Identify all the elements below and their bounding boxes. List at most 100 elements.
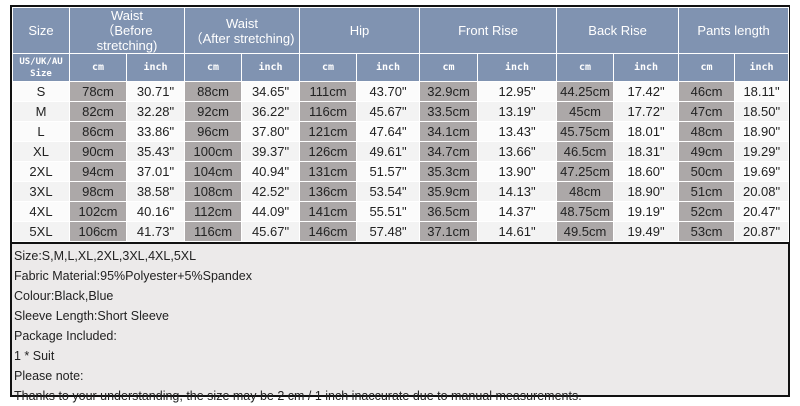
note-line: Size:S,M,L,XL,2XL,3XL,4XL,5XL (14, 249, 197, 263)
inch-cell: 12.95" (477, 81, 558, 102)
inch-cell: 43.70" (356, 81, 421, 102)
table-row: XL 90cm 35.43" 100cm 39.37" 126cm 49.61" 34.7cm… (12, 141, 790, 162)
cm-cell: 33.5cm (419, 101, 479, 122)
group-title: Back Rise (588, 23, 647, 38)
cm-cell: 108cm (184, 181, 243, 202)
note-line: Fabric Material:95%Polyester+5%Spandex (14, 269, 252, 283)
header-group: Waist （After stretching) (184, 7, 301, 54)
cm-cell: 92cm (184, 101, 243, 122)
cm-cell: 78cm (69, 81, 127, 102)
cm-cell: 36.5cm (419, 201, 479, 222)
cm-cell: 88cm (184, 81, 243, 102)
cm-cell: 35.9cm (419, 181, 479, 202)
inch-cell: 57.48" (356, 221, 421, 242)
inch-cell: 39.37" (241, 141, 301, 162)
cm-cell: 34.1cm (419, 121, 479, 142)
size-chart: Size Waist （Before stretching) Waist （After… (10, 5, 790, 403)
inch-cell: 18.90" (613, 181, 680, 202)
cm-cell: 136cm (299, 181, 358, 202)
inch-cell: 20.47" (734, 201, 790, 222)
size-region-label: US/UK/AU (19, 56, 63, 67)
cm-cell: 121cm (299, 121, 358, 142)
cm-cell: 47cm (678, 101, 736, 122)
inch-cell: 19.49" (613, 221, 680, 242)
cm-cell: 146cm (299, 221, 358, 242)
unit-header-inch: inch (356, 53, 421, 82)
size-cell: M (12, 101, 70, 122)
inch-cell: 40.16" (125, 201, 186, 222)
inch-cell: 42.52" (241, 181, 301, 202)
inch-cell: 55.51" (356, 201, 421, 222)
cm-cell: 112cm (184, 201, 243, 222)
cm-cell: 37.1cm (419, 221, 479, 242)
inch-cell: 53.54" (356, 181, 421, 202)
cm-cell: 46.5cm (556, 141, 615, 162)
size-table: Size Waist （Before stretching) Waist （After… (12, 7, 790, 242)
note-line: Package Included: (14, 329, 117, 343)
size-cell: S (12, 81, 70, 102)
group-title: Waist (226, 15, 259, 31)
inch-cell: 38.58" (125, 181, 186, 202)
cm-cell: 44.25cm (556, 81, 615, 102)
inch-cell: 45.67" (356, 101, 421, 122)
inch-cell: 19.29" (734, 141, 790, 162)
note-line: Thanks to your understanding, the size m… (14, 389, 582, 403)
cm-cell: 106cm (69, 221, 127, 242)
cm-cell: 45.75cm (556, 121, 615, 142)
inch-cell: 30.71" (125, 81, 186, 102)
size-cell: 3XL (12, 181, 70, 202)
inch-cell: 35.43" (125, 141, 186, 162)
cm-cell: 111cm (299, 81, 358, 102)
inch-cell: 20.87" (734, 221, 790, 242)
inch-cell: 18.50" (734, 101, 790, 122)
cm-cell: 34.7cm (419, 141, 479, 162)
cm-cell: 51cm (678, 181, 736, 202)
table-row: L 86cm 33.86" 96cm 37.80" 121cm 47.64" 34.1cm 13… (12, 121, 790, 142)
cm-cell: 126cm (299, 141, 358, 162)
inch-cell: 19.19" (613, 201, 680, 222)
inch-cell: 47.64" (356, 121, 421, 142)
note-line: Colour:Black,Blue (14, 289, 114, 303)
unit-header-inch: inch (613, 53, 680, 82)
inch-cell: 18.60" (613, 161, 680, 182)
size-label: Size (30, 68, 52, 79)
cm-cell: 53cm (678, 221, 736, 242)
inch-cell: 41.73" (125, 221, 186, 242)
size-cell: XL (12, 141, 70, 162)
size-cell: L (12, 121, 70, 142)
note-line: Please note: (14, 369, 84, 383)
table-row: 4XL 102cm 40.16" 112cm 44.09" 141cm 55.51" 36.5… (12, 201, 790, 222)
inch-cell: 13.43" (477, 121, 558, 142)
size-cell: 2XL (12, 161, 70, 182)
inch-cell: 13.66" (477, 141, 558, 162)
table-row: 5XL 106cm 41.73" 116cm 45.67" 146cm 57.48" 37.1… (12, 221, 790, 242)
cm-cell: 52cm (678, 201, 736, 222)
inch-cell: 14.13" (477, 181, 558, 202)
cm-cell: 86cm (69, 121, 127, 142)
size-header: Size (12, 7, 70, 54)
cm-cell: 49cm (678, 141, 736, 162)
inch-cell: 33.86" (125, 121, 186, 142)
inch-cell: 34.65" (241, 81, 301, 102)
table-row: M 82cm 32.28" 92cm 36.22" 116cm 45.67" 33.5cm 13… (12, 101, 790, 122)
table-row: 2XL 94cm 37.01" 104cm 40.94" 131cm 51.57" 35.3c… (12, 161, 790, 182)
cm-cell: 102cm (69, 201, 127, 222)
cm-cell: 49.5cm (556, 221, 615, 242)
inch-cell: 18.11" (734, 81, 790, 102)
cm-cell: 141cm (299, 201, 358, 222)
unit-header-cm: cm (419, 53, 479, 82)
cm-cell: 48cm (556, 181, 615, 202)
table-row: S 78cm 30.71" 88cm 34.65" 111cm 43.70" 32.9cm 12… (12, 81, 790, 102)
header-row-groups: Size Waist （Before stretching) Waist （After… (12, 7, 790, 54)
unit-header-cm: cm (299, 53, 358, 82)
unit-header-cm: cm (69, 53, 127, 82)
header-row-units: US/UK/AU Size cm inch cm inch cm inch cm inch cm i… (12, 53, 790, 82)
cm-cell: 100cm (184, 141, 243, 162)
size-region-header: US/UK/AU Size (12, 53, 70, 82)
group-title: Front Rise (458, 23, 519, 38)
cm-cell: 131cm (299, 161, 358, 182)
cm-cell: 32.9cm (419, 81, 479, 102)
header-group: Front Rise (419, 7, 558, 54)
header-group: Hip (299, 7, 421, 54)
unit-header-inch: inch (241, 53, 301, 82)
